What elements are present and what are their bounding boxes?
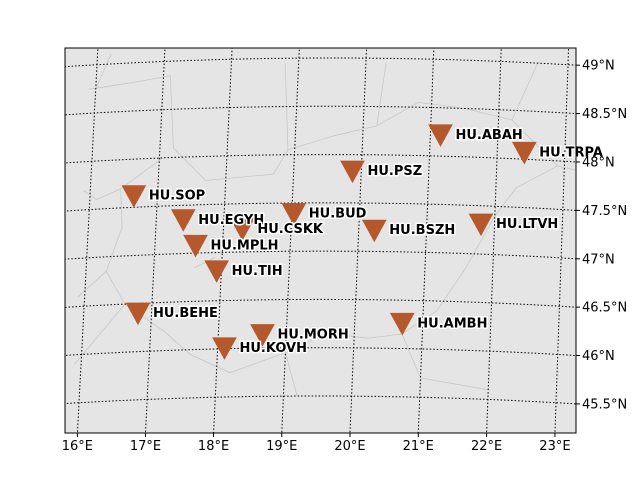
meridian-line xyxy=(76,48,99,433)
station-label: HU.TIH xyxy=(232,264,283,279)
meridian-line xyxy=(349,48,368,433)
meridian-line xyxy=(281,48,300,433)
parallel-line xyxy=(65,298,576,308)
border-line xyxy=(376,63,387,126)
lon-tick-label: 22°E xyxy=(471,439,502,454)
station-marker[interactable] xyxy=(121,185,147,208)
border-line xyxy=(83,188,121,201)
station-label: HU.PSZ xyxy=(367,164,422,179)
station-label: HU.LTVH xyxy=(496,217,558,232)
lat-tick-label: 49°N xyxy=(582,59,615,74)
station-label: HU.TRPA xyxy=(539,145,603,160)
meridian-line xyxy=(213,48,233,433)
station-label: HU.ABAH xyxy=(455,128,522,143)
station-marker[interactable] xyxy=(281,203,307,226)
station-label: HU.CSKK xyxy=(257,222,324,237)
meridian-line xyxy=(486,48,502,433)
station-marker[interactable] xyxy=(468,213,494,237)
parallel-line xyxy=(65,250,576,260)
station-label: HU.SOP xyxy=(149,189,205,204)
station-marker[interactable] xyxy=(170,209,196,232)
lat-tick-label: 46.5°N xyxy=(582,301,627,316)
lat-tick-label: 46°N xyxy=(582,349,615,364)
border-line xyxy=(401,333,421,379)
station-label: HU.BUD xyxy=(309,207,367,222)
station-markers xyxy=(121,124,537,360)
border-line xyxy=(557,165,576,171)
lon-tick-label: 20°E xyxy=(334,439,365,454)
station-label: HU.BEHE xyxy=(153,306,218,321)
station-marker[interactable] xyxy=(250,324,275,347)
latitude-axis: 49°N 48.5°N 48°N 47.5°N 47°N 46.5°N 46°N 45.5°N xyxy=(576,59,627,412)
station-marker[interactable] xyxy=(428,124,453,147)
meridian-line xyxy=(144,48,166,433)
lon-tick-label: 21°E xyxy=(403,439,434,454)
station-marker[interactable] xyxy=(212,337,237,360)
station-labels: HU.ABAHHU.TRPAHU.PSZHU.SOPHU.BUDHU.EGYHH… xyxy=(147,126,604,357)
station-marker[interactable] xyxy=(183,234,208,258)
station-label: HU.BSZH xyxy=(389,223,455,238)
station-marker[interactable] xyxy=(125,302,151,326)
lon-tick-label: 17°E xyxy=(130,439,161,454)
station-label: HU.MPLH xyxy=(211,238,279,253)
station-marker[interactable] xyxy=(340,160,365,184)
station-label: HU.MORH xyxy=(277,328,348,343)
parallel-line xyxy=(65,202,576,212)
border-line xyxy=(73,303,126,365)
meridian-line xyxy=(554,48,570,433)
station-label: HU.KOVH xyxy=(239,341,307,356)
map-frame xyxy=(64,47,577,434)
border-line xyxy=(285,352,298,397)
station-marker[interactable] xyxy=(389,312,415,336)
lon-tick-label: 16°E xyxy=(62,439,93,454)
border-line xyxy=(420,377,489,391)
parallel-line xyxy=(65,347,576,357)
lat-tick-label: 48°N xyxy=(582,155,615,170)
map-background xyxy=(65,48,576,433)
station-marker[interactable] xyxy=(229,218,255,241)
border-line xyxy=(511,62,539,121)
border-line xyxy=(194,257,216,268)
lat-tick-label: 45.5°N xyxy=(582,397,627,412)
lon-tick-label: 23°E xyxy=(539,439,570,454)
lat-tick-label: 47.5°N xyxy=(582,204,627,219)
station-label: HU.EGYH xyxy=(198,213,264,228)
meridian-line xyxy=(417,48,435,433)
border-line xyxy=(95,54,112,90)
station-marker[interactable] xyxy=(361,219,387,243)
longitude-axis: 16°E 17°E 18°E 19°E 20°E 21°E 22°E 23°E xyxy=(62,433,571,454)
station-marker[interactable] xyxy=(511,141,537,165)
lon-tick-label: 19°E xyxy=(266,439,297,454)
station-label: HU.AMBH xyxy=(417,316,487,331)
lon-tick-label: 18°E xyxy=(198,439,229,454)
lat-tick-label: 47°N xyxy=(582,252,615,267)
border-line xyxy=(105,157,558,374)
lat-tick-label: 48.5°N xyxy=(582,107,627,122)
border-line xyxy=(77,271,107,298)
station-marker[interactable] xyxy=(204,260,229,283)
